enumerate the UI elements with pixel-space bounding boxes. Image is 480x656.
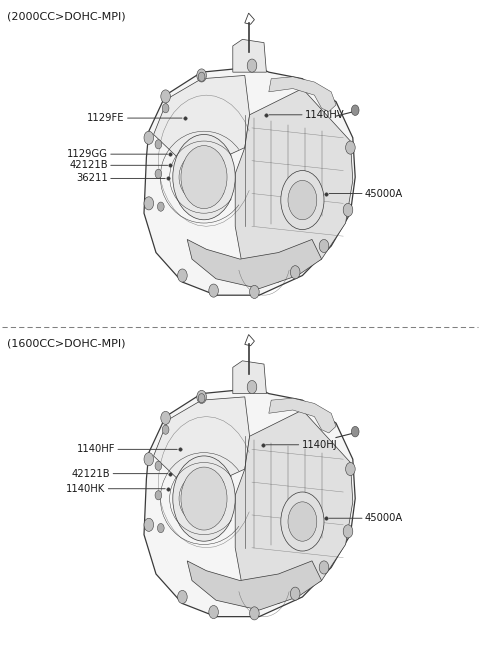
Circle shape [144,518,154,531]
Circle shape [178,269,187,282]
Circle shape [290,587,300,600]
Text: 1140HF: 1140HF [77,444,115,455]
Polygon shape [154,397,250,482]
Text: (1600CC>DOHC-MPI): (1600CC>DOHC-MPI) [7,338,126,348]
Circle shape [247,59,257,72]
Circle shape [290,266,300,279]
Circle shape [181,146,227,209]
Text: 42121B: 42121B [72,468,110,479]
Text: 1129GG: 1129GG [67,149,108,159]
Polygon shape [144,66,355,295]
Circle shape [178,590,187,604]
Circle shape [197,69,206,82]
Circle shape [181,467,227,530]
Circle shape [247,380,257,394]
Polygon shape [235,410,353,604]
Circle shape [288,180,317,220]
Polygon shape [269,398,336,433]
Circle shape [155,461,162,470]
Circle shape [209,605,218,619]
Circle shape [197,390,206,403]
Circle shape [173,134,235,220]
Circle shape [250,285,259,298]
Circle shape [162,104,169,113]
Polygon shape [187,239,322,289]
Polygon shape [187,561,322,610]
Circle shape [209,284,218,297]
Circle shape [155,169,162,178]
Polygon shape [235,89,353,282]
Circle shape [161,90,170,103]
Text: 45000A: 45000A [365,513,403,523]
Circle shape [346,141,355,154]
Circle shape [346,462,355,476]
Circle shape [173,456,235,541]
Polygon shape [144,387,355,617]
Text: 1140HK: 1140HK [66,483,106,494]
Text: 36211: 36211 [76,173,108,184]
Polygon shape [233,39,266,72]
Circle shape [198,72,205,81]
Circle shape [288,502,317,541]
Circle shape [157,523,164,533]
Circle shape [319,561,329,574]
Circle shape [351,426,359,437]
Circle shape [198,394,205,403]
Polygon shape [154,75,250,161]
Text: 45000A: 45000A [365,188,403,199]
Circle shape [250,607,259,620]
Text: 1129FE: 1129FE [87,113,125,123]
Circle shape [144,131,154,144]
Circle shape [162,425,169,434]
Polygon shape [269,77,336,112]
Circle shape [281,171,324,230]
Text: 42121B: 42121B [70,160,108,171]
Circle shape [157,202,164,211]
Circle shape [281,492,324,551]
Circle shape [144,453,154,466]
Circle shape [155,140,162,149]
Text: 1140HV: 1140HV [305,110,345,120]
Circle shape [351,105,359,115]
Text: 1140HJ: 1140HJ [301,440,337,450]
Circle shape [155,491,162,500]
Circle shape [144,197,154,210]
Circle shape [343,525,353,538]
Circle shape [319,239,329,253]
Circle shape [161,411,170,424]
Polygon shape [233,361,266,394]
Text: (2000CC>DOHC-MPI): (2000CC>DOHC-MPI) [7,12,126,22]
Circle shape [343,203,353,216]
